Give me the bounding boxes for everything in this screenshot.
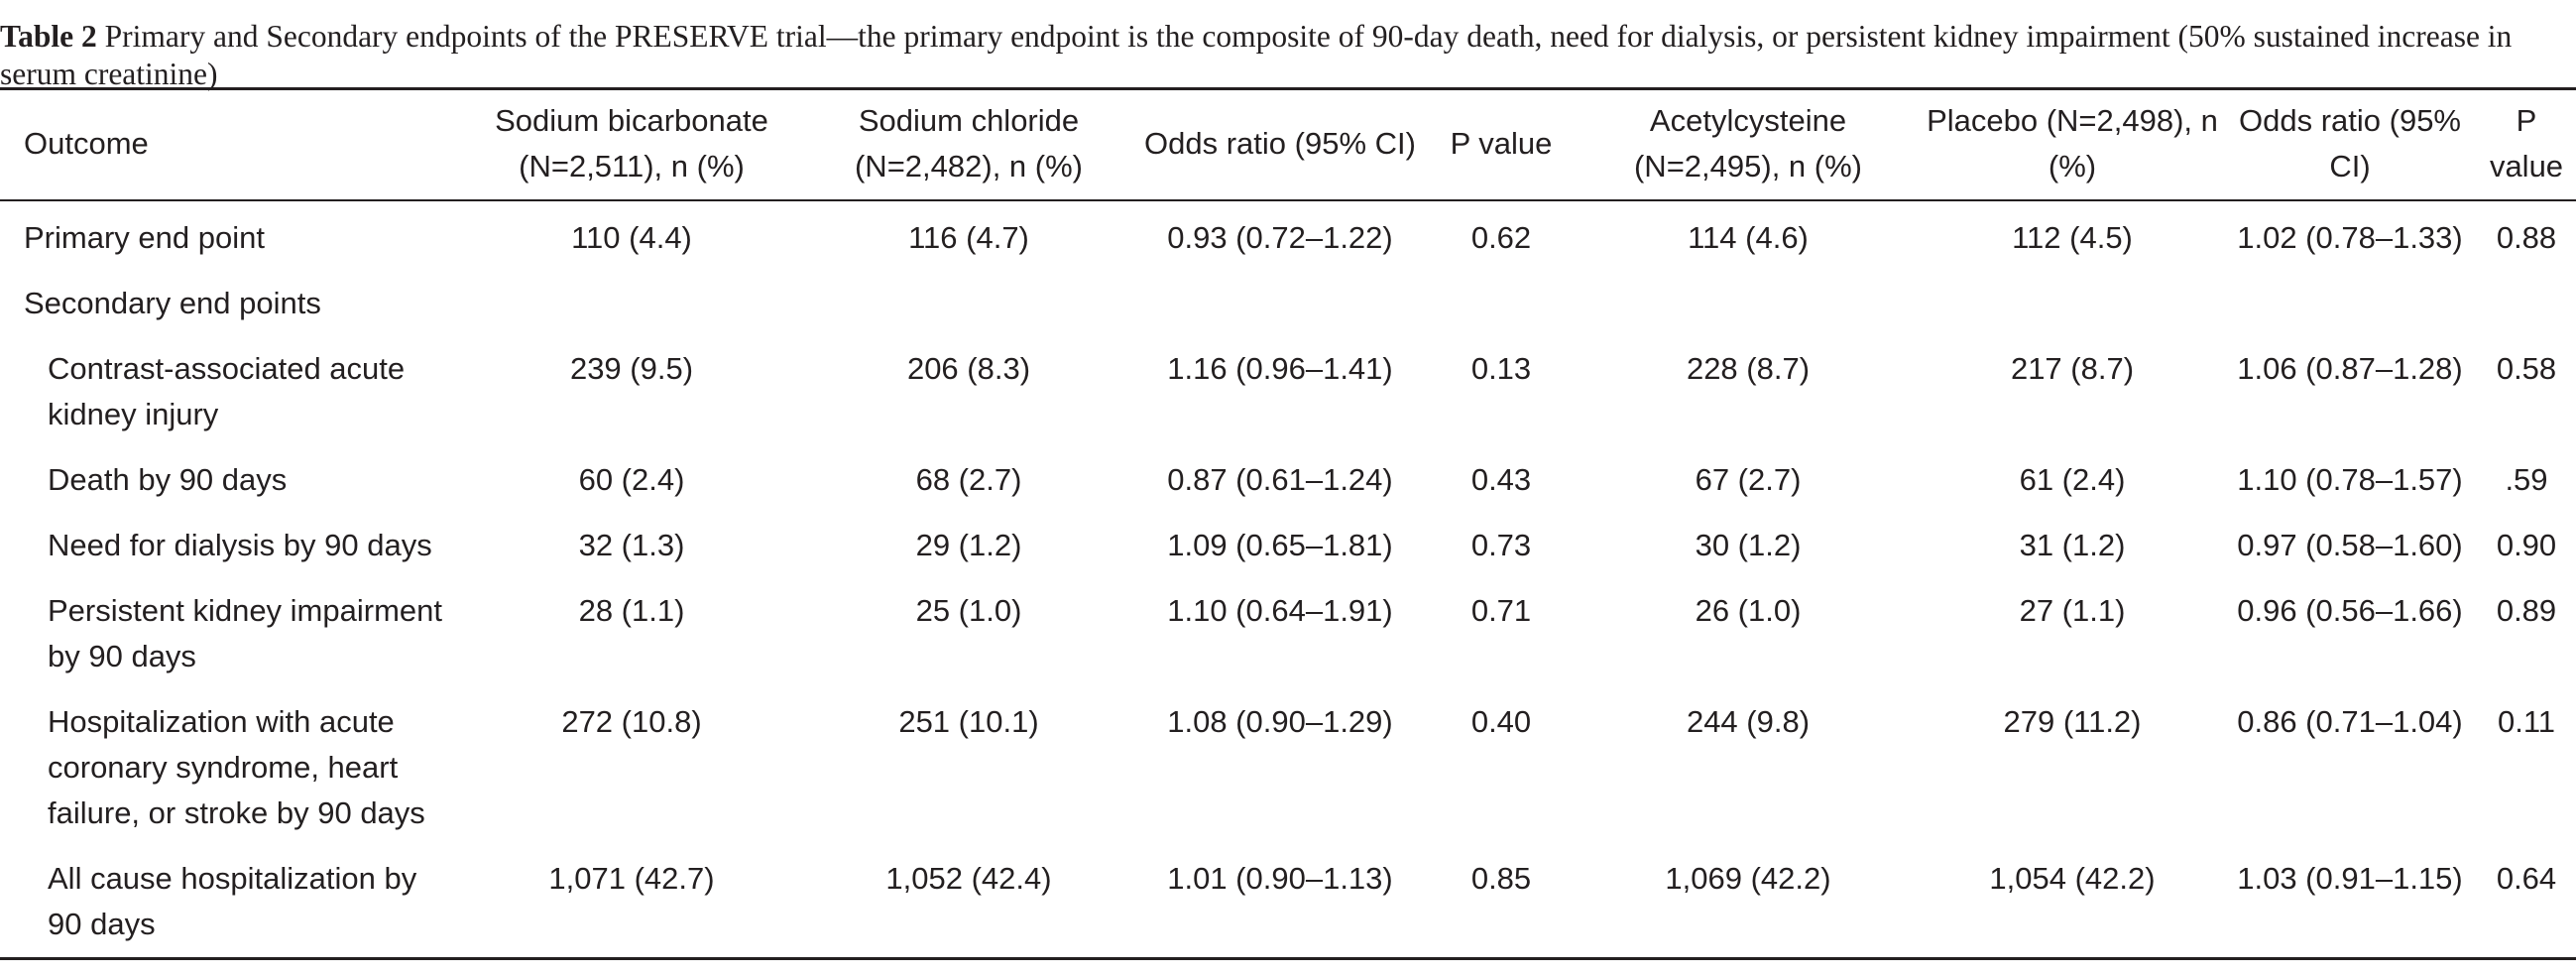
table-cell: 239 (9.5) [569,351,694,386]
table-cell [2477,271,2576,336]
table-cell: 1.10 (0.78–1.57) [2237,462,2463,497]
header-cell: Acetylcysteine (N=2,495), n (%) [1633,103,1862,183]
header-cell: P value [1450,126,1553,161]
endpoints-table: Outcome Sodium bicarbonate (N=2,511), n … [0,87,2576,960]
row-label: All cause hospitalization by 90 days [48,861,417,941]
table-cell: 0.87 (0.61–1.24) [1167,462,1393,497]
table-cell: 25 (1.0) [915,593,1022,628]
table-cell: 217 (8.7) [2010,351,2135,386]
table-cell: 67 (2.7) [1695,462,1802,497]
table-row: Persistent kidney impairment by 90 days 2… [0,578,2576,689]
header-cell: Placebo (N=2,498), n (%) [1927,103,2218,183]
table-cell [458,271,805,336]
table-cell: 279 (11.2) [2003,704,2142,739]
table-row: Hospitalization with acute coronary synd… [0,689,2576,846]
table-cell: 116 (4.7) [908,220,1029,255]
table-cell: 32 (1.3) [578,528,685,562]
table-row: Secondary end points [0,271,2576,336]
table-cell: 112 (4.5) [2012,220,2133,255]
table-cell: 60 (2.4) [578,462,685,497]
table-caption-text: Primary and Secondary endpoints of the P… [0,19,2513,91]
row-label: Need for dialysis by 90 days [48,528,432,562]
table-cell: 0.64 [2496,861,2557,896]
table-cell [2223,271,2477,336]
table-row: Death by 90 days 60 (2.4) 68 (2.7) 0.87 (0.… [0,447,2576,513]
header-cell: Sodium chloride (N=2,482), n (%) [854,103,1083,183]
table-cell: 0.93 (0.72–1.22) [1167,220,1393,255]
table-cell: 1.16 (0.96–1.41) [1167,351,1393,386]
table-cell: 0.88 [2496,220,2557,255]
table-caption: Table 2 Primary and Secondary endpoints … [0,18,2576,93]
table-cell: 30 (1.2) [1695,528,1802,562]
row-label: Hospitalization with acute coronary synd… [48,704,425,830]
table-cell: 0.97 (0.58–1.60) [2237,528,2463,562]
table-cell [1922,271,2223,336]
table-cell: 114 (4.6) [1688,220,1809,255]
header-cell: P value [2489,103,2564,183]
table-cell: 244 (9.8) [1686,704,1811,739]
table-cell: 0.13 [1470,351,1532,386]
table-cell: 0.58 [2496,351,2557,386]
table-cell: 26 (1.0) [1695,593,1802,628]
table-cell: 206 (8.3) [906,351,1031,386]
table-cell: 0.73 [1470,528,1532,562]
table-cell [805,271,1132,336]
table-cell: 27 (1.1) [2019,593,2126,628]
row-label: Secondary end points [24,286,321,320]
header-cell: Outcome [24,126,149,161]
table-cell: 0.71 [1470,593,1532,628]
table-cell: 61 (2.4) [2019,462,2126,497]
table-cell: 0.90 [2496,528,2557,562]
table-cell: 68 (2.7) [915,462,1022,497]
table-cell: 228 (8.7) [1686,351,1811,386]
table-body: Primary end point 110 (4.4) 116 (4.7) 0.93 … [0,200,2576,959]
table-cell: 272 (10.8) [561,704,702,739]
table-cell [1132,271,1428,336]
table-cell: 1,071 (42.7) [548,861,715,896]
table-row: Need for dialysis by 90 days 32 (1.3) 29 (… [0,513,2576,578]
table-cell: 1.02 (0.78–1.33) [2237,220,2463,255]
table-cell: 1,069 (42.2) [1665,861,1831,896]
row-label: Contrast-associated acute kidney injury [48,351,406,431]
table-cell: 0.96 (0.56–1.66) [2237,593,2463,628]
table-cell: 28 (1.1) [578,593,685,628]
table-cell: 1.06 (0.87–1.28) [2237,351,2463,386]
table-cell: 0.40 [1470,704,1532,739]
table-cell: 0.43 [1470,462,1532,497]
table-cell: 1.03 (0.91–1.15) [2237,861,2463,896]
table-cell [1428,271,1575,336]
table-cell: 31 (1.2) [2019,528,2126,562]
table-cell: 1,052 (42.4) [885,861,1052,896]
table-row: Primary end point 110 (4.4) 116 (4.7) 0.93 … [0,200,2576,271]
table-label: Table 2 [0,19,97,54]
table-cell: 1,054 (42.2) [1989,861,2156,896]
header-cell: Sodium bicarbonate (N=2,511), n (%) [495,103,768,183]
table-cell: 29 (1.2) [915,528,1022,562]
table-cell: 1.09 (0.65–1.81) [1167,528,1393,562]
table-cell: 1.08 (0.90–1.29) [1167,704,1393,739]
table-cell: 110 (4.4) [571,220,692,255]
table-cell [1575,271,1922,336]
row-label: Death by 90 days [48,462,288,497]
table-cell: 1.10 (0.64–1.91) [1167,593,1393,628]
row-label: Persistent kidney impairment by 90 days [48,593,442,673]
table-cell: 0.62 [1470,220,1532,255]
table-cell: 251 (10.1) [898,704,1039,739]
table-row: All cause hospitalization by 90 days 1,07… [0,846,2576,959]
table-cell: 1.01 (0.90–1.13) [1167,861,1393,896]
table-cell: 0.11 [2497,704,2556,739]
table-cell: .59 [2505,462,2548,497]
table-row: Contrast-associated acute kidney injury 2… [0,336,2576,447]
table-cell: 0.86 (0.71–1.04) [2237,704,2463,739]
header-cell: Odds ratio (95% CI) [1144,126,1416,161]
table-cell: 0.85 [1470,861,1532,896]
header-row: Outcome Sodium bicarbonate (N=2,511), n … [0,88,2576,200]
header-cell: Odds ratio (95% CI) [2239,103,2461,183]
row-label: Primary end point [24,220,265,255]
table-cell: 0.89 [2496,593,2557,628]
